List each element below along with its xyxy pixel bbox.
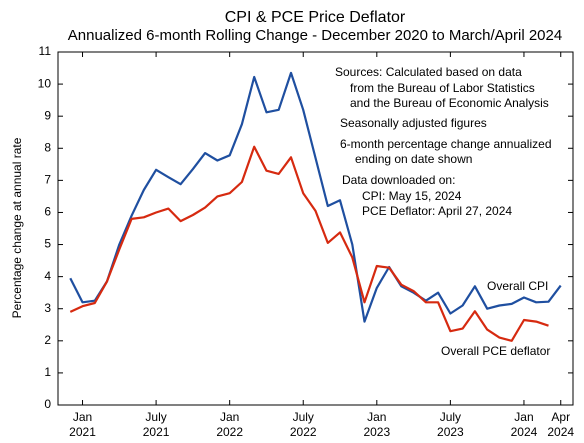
annotation: Seasonally adjusted figures <box>340 116 487 130</box>
y-tick-label: 6 <box>44 205 51 219</box>
x-tick-label: 2023 <box>363 425 390 439</box>
series-label: Overall CPI <box>487 279 548 293</box>
y-tick-label: 1 <box>44 365 51 379</box>
annotation: Data downloaded on: <box>342 173 455 187</box>
annotation: and the Bureau of Economic Analysis <box>350 96 549 110</box>
x-tick-label: 2024 <box>547 425 574 439</box>
x-tick-label: July <box>145 410 166 424</box>
y-tick-label: 9 <box>44 108 51 122</box>
x-tick-label: July <box>440 410 461 424</box>
y-tick-label: 8 <box>44 140 51 154</box>
x-tick-label: 2023 <box>437 425 464 439</box>
series-line <box>69 145 549 342</box>
annotation: CPI: May 15, 2024 <box>362 189 462 203</box>
series-label: Overall PCE deflator <box>441 344 550 358</box>
y-tick-label: 4 <box>44 269 51 283</box>
x-tick-label: July <box>293 410 314 424</box>
annotation: from the Bureau of Labor Statistics <box>350 81 535 95</box>
x-tick-label: 2022 <box>216 425 243 439</box>
x-tick-label: 2021 <box>69 425 96 439</box>
series-line <box>69 71 562 323</box>
y-tick-label: 3 <box>44 301 51 315</box>
annotation: Sources: Calculated based on data <box>335 65 522 79</box>
y-tick-label: 10 <box>38 76 52 90</box>
x-tick-label: 2021 <box>143 425 170 439</box>
y-axis-label: Percentage change at annual rate <box>10 137 24 318</box>
y-tick-label: 11 <box>39 44 52 58</box>
chart-subtitle: Annualized 6-month Rolling Change - Dece… <box>68 27 562 44</box>
x-tick-label: Jan <box>220 410 239 424</box>
x-tick-label: Apr <box>551 410 570 424</box>
x-tick-label: Jan <box>367 410 386 424</box>
x-tick-label: 2024 <box>511 425 538 439</box>
x-tick-label: 2022 <box>290 425 317 439</box>
chart-title: CPI & PCE Price Deflator <box>225 9 406 26</box>
annotation: PCE Deflator: April 27, 2024 <box>362 204 512 218</box>
y-tick-label: 0 <box>44 397 51 411</box>
plot-frame <box>57 51 574 406</box>
annotation: ending on date shown <box>355 152 472 166</box>
x-tick-label: Jan <box>514 410 533 424</box>
annotation: 6-month percentage change annualized <box>340 137 552 151</box>
y-tick-label: 7 <box>44 173 51 187</box>
y-tick-label: 2 <box>44 333 51 347</box>
y-tick-label: 5 <box>44 237 51 251</box>
x-tick-label: Jan <box>73 410 92 424</box>
